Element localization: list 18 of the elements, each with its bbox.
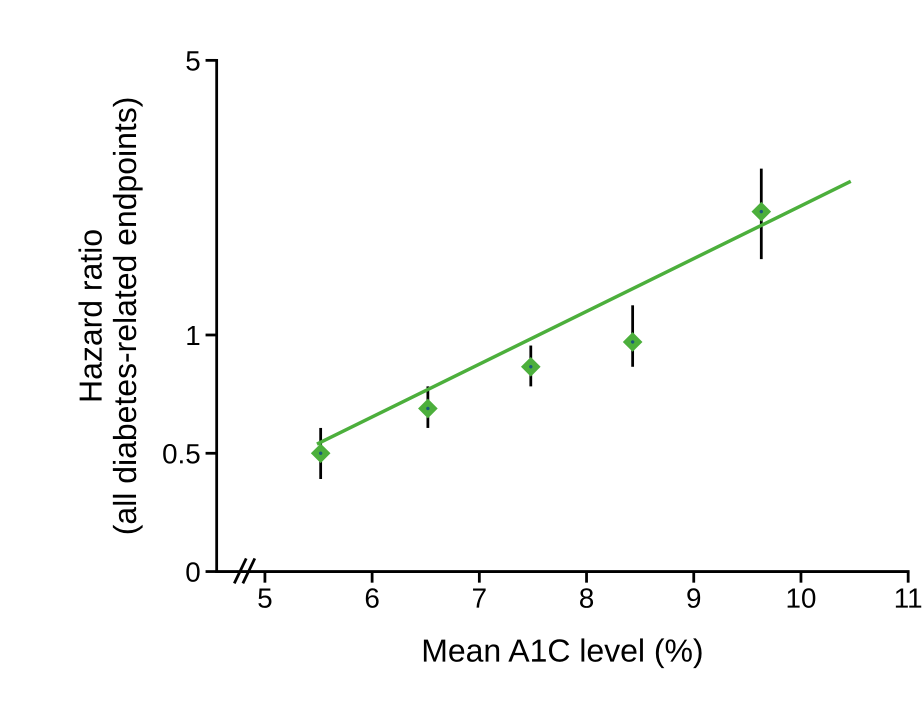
point: [418, 398, 438, 418]
point: [311, 444, 330, 463]
point: [752, 202, 771, 222]
point: [623, 332, 642, 352]
y-tick-label: 1: [187, 326, 200, 346]
x-tick-label: 11: [896, 588, 922, 608]
x-tick-label: 6: [366, 588, 379, 608]
x-tick-label: 5: [258, 588, 272, 608]
y-tick-label: 0: [186, 562, 200, 582]
x-axis-title: Mean A1C level (%): [424, 638, 702, 668]
x-tick-label: 8: [580, 588, 594, 608]
point: [521, 357, 540, 376]
x-tick-label: 10: [788, 588, 816, 608]
x-tick-label: 7: [473, 588, 486, 608]
y-axis-title: Hazard ratio (all diabetes-related endpoints): [78, 98, 143, 534]
x-tick-label: 9: [687, 588, 700, 608]
y-tick-label: 5: [186, 51, 200, 71]
y-tick-label: 0.5: [163, 444, 200, 464]
